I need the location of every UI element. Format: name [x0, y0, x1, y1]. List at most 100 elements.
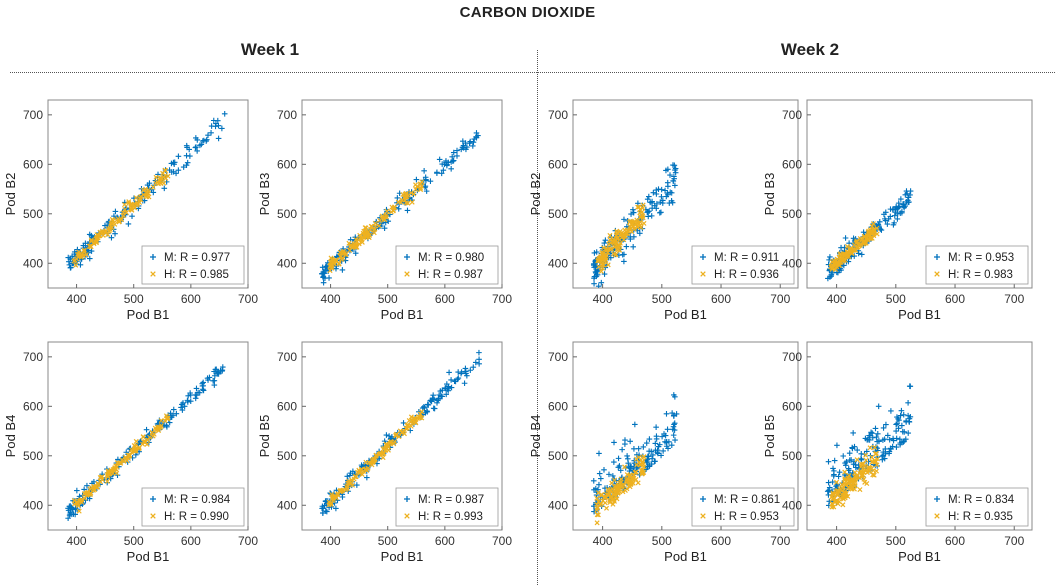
y-tick-label: 500 — [277, 207, 297, 221]
legend-entry: H: R = 0.953 — [714, 511, 779, 523]
legend: M: R = 0.980 H: R = 0.987 — [395, 245, 499, 285]
h-point — [840, 502, 846, 508]
y-tick-label: 600 — [23, 399, 43, 413]
m-point — [898, 196, 904, 202]
horizontal-divider — [10, 72, 1055, 73]
m-point — [319, 270, 325, 277]
h-point — [363, 225, 369, 231]
m-point — [187, 398, 194, 405]
m-point — [670, 178, 677, 184]
h-point — [597, 255, 603, 261]
y-tick-label: 500 — [548, 449, 568, 463]
scatter-panel-4: 400 500 600 700 400 500 600 700 Pod B1 Pod B3 M: R… — [762, 99, 1033, 322]
m-point — [407, 427, 414, 434]
m-point — [664, 190, 671, 196]
h-point — [872, 451, 878, 457]
m-point — [434, 170, 440, 176]
m-point — [596, 481, 602, 488]
m-point — [214, 370, 221, 376]
h-point — [367, 227, 373, 233]
h-point — [640, 455, 646, 461]
h-point — [626, 481, 632, 487]
h-point — [88, 237, 94, 243]
m-point — [364, 474, 370, 481]
h-point — [99, 477, 105, 483]
h-point — [339, 256, 345, 262]
m-point — [181, 403, 188, 410]
h-point — [859, 472, 865, 478]
m-point — [183, 162, 190, 169]
m-point — [825, 458, 832, 465]
m-point — [853, 464, 859, 471]
m-point — [652, 440, 659, 447]
y-tick-label: 400 — [548, 256, 568, 270]
h-point — [863, 452, 869, 458]
m-point — [653, 436, 660, 442]
m-point — [185, 399, 191, 405]
m-point — [830, 473, 837, 479]
h-point — [118, 216, 124, 222]
m-point — [657, 209, 663, 216]
h-point — [128, 207, 134, 213]
m-point — [831, 457, 838, 464]
m-point — [602, 237, 609, 243]
h-point — [622, 464, 628, 470]
h-point — [142, 438, 148, 444]
h-point — [163, 168, 169, 174]
h-point — [602, 494, 608, 500]
m-point — [894, 216, 901, 222]
h-point — [854, 472, 860, 478]
m-point — [665, 445, 671, 452]
m-point — [428, 398, 435, 405]
h-point — [600, 265, 606, 271]
m-point — [634, 452, 640, 458]
m-point — [598, 475, 604, 482]
m-point — [899, 428, 906, 435]
m-point — [84, 482, 90, 489]
m-point — [170, 168, 177, 175]
m-point — [825, 275, 831, 282]
m-point — [476, 349, 482, 356]
m-point — [443, 391, 450, 398]
h-point — [868, 235, 874, 241]
h-point — [95, 482, 101, 488]
h-point — [607, 246, 614, 252]
m-point — [841, 262, 847, 269]
h-point — [353, 244, 359, 250]
x-tick-label: 700 — [1004, 292, 1024, 306]
m-point — [66, 512, 73, 518]
h-point — [419, 409, 425, 415]
x-tick-label: 600 — [435, 534, 455, 548]
h-point — [629, 220, 635, 226]
m-point — [672, 437, 678, 443]
m-point — [825, 487, 832, 494]
m-point — [900, 411, 907, 418]
x-axis-label: Pod B1 — [664, 549, 707, 564]
h-point — [847, 249, 853, 255]
scatter-panel-7: 400 500 600 700 400 500 600 700 Pod B1 Pod B4 M: R… — [528, 341, 799, 564]
legend: M: R = 0.984 H: R = 0.990 — [141, 487, 245, 527]
h-point — [406, 418, 412, 424]
h-point — [149, 429, 155, 436]
h-point — [613, 493, 619, 499]
h-point — [114, 217, 120, 223]
h-point — [366, 235, 372, 241]
y-tick-label: 400 — [782, 256, 802, 270]
m-point — [383, 432, 390, 438]
legend-marker — [934, 496, 940, 502]
x-tick-label: 500 — [124, 292, 144, 306]
m-point — [611, 459, 617, 465]
h-point — [126, 199, 132, 205]
h-point — [386, 444, 392, 450]
x-axis-label: Pod B1 — [381, 549, 424, 564]
x-tick-label: 700 — [770, 292, 790, 306]
m-point — [446, 369, 452, 376]
h-point — [384, 208, 390, 214]
m-point — [650, 189, 657, 196]
m-point — [887, 445, 894, 452]
x-tick-label: 600 — [945, 534, 965, 548]
m-point — [184, 144, 190, 151]
m-point — [197, 142, 203, 149]
m-point — [897, 210, 904, 216]
h-point — [838, 495, 844, 501]
